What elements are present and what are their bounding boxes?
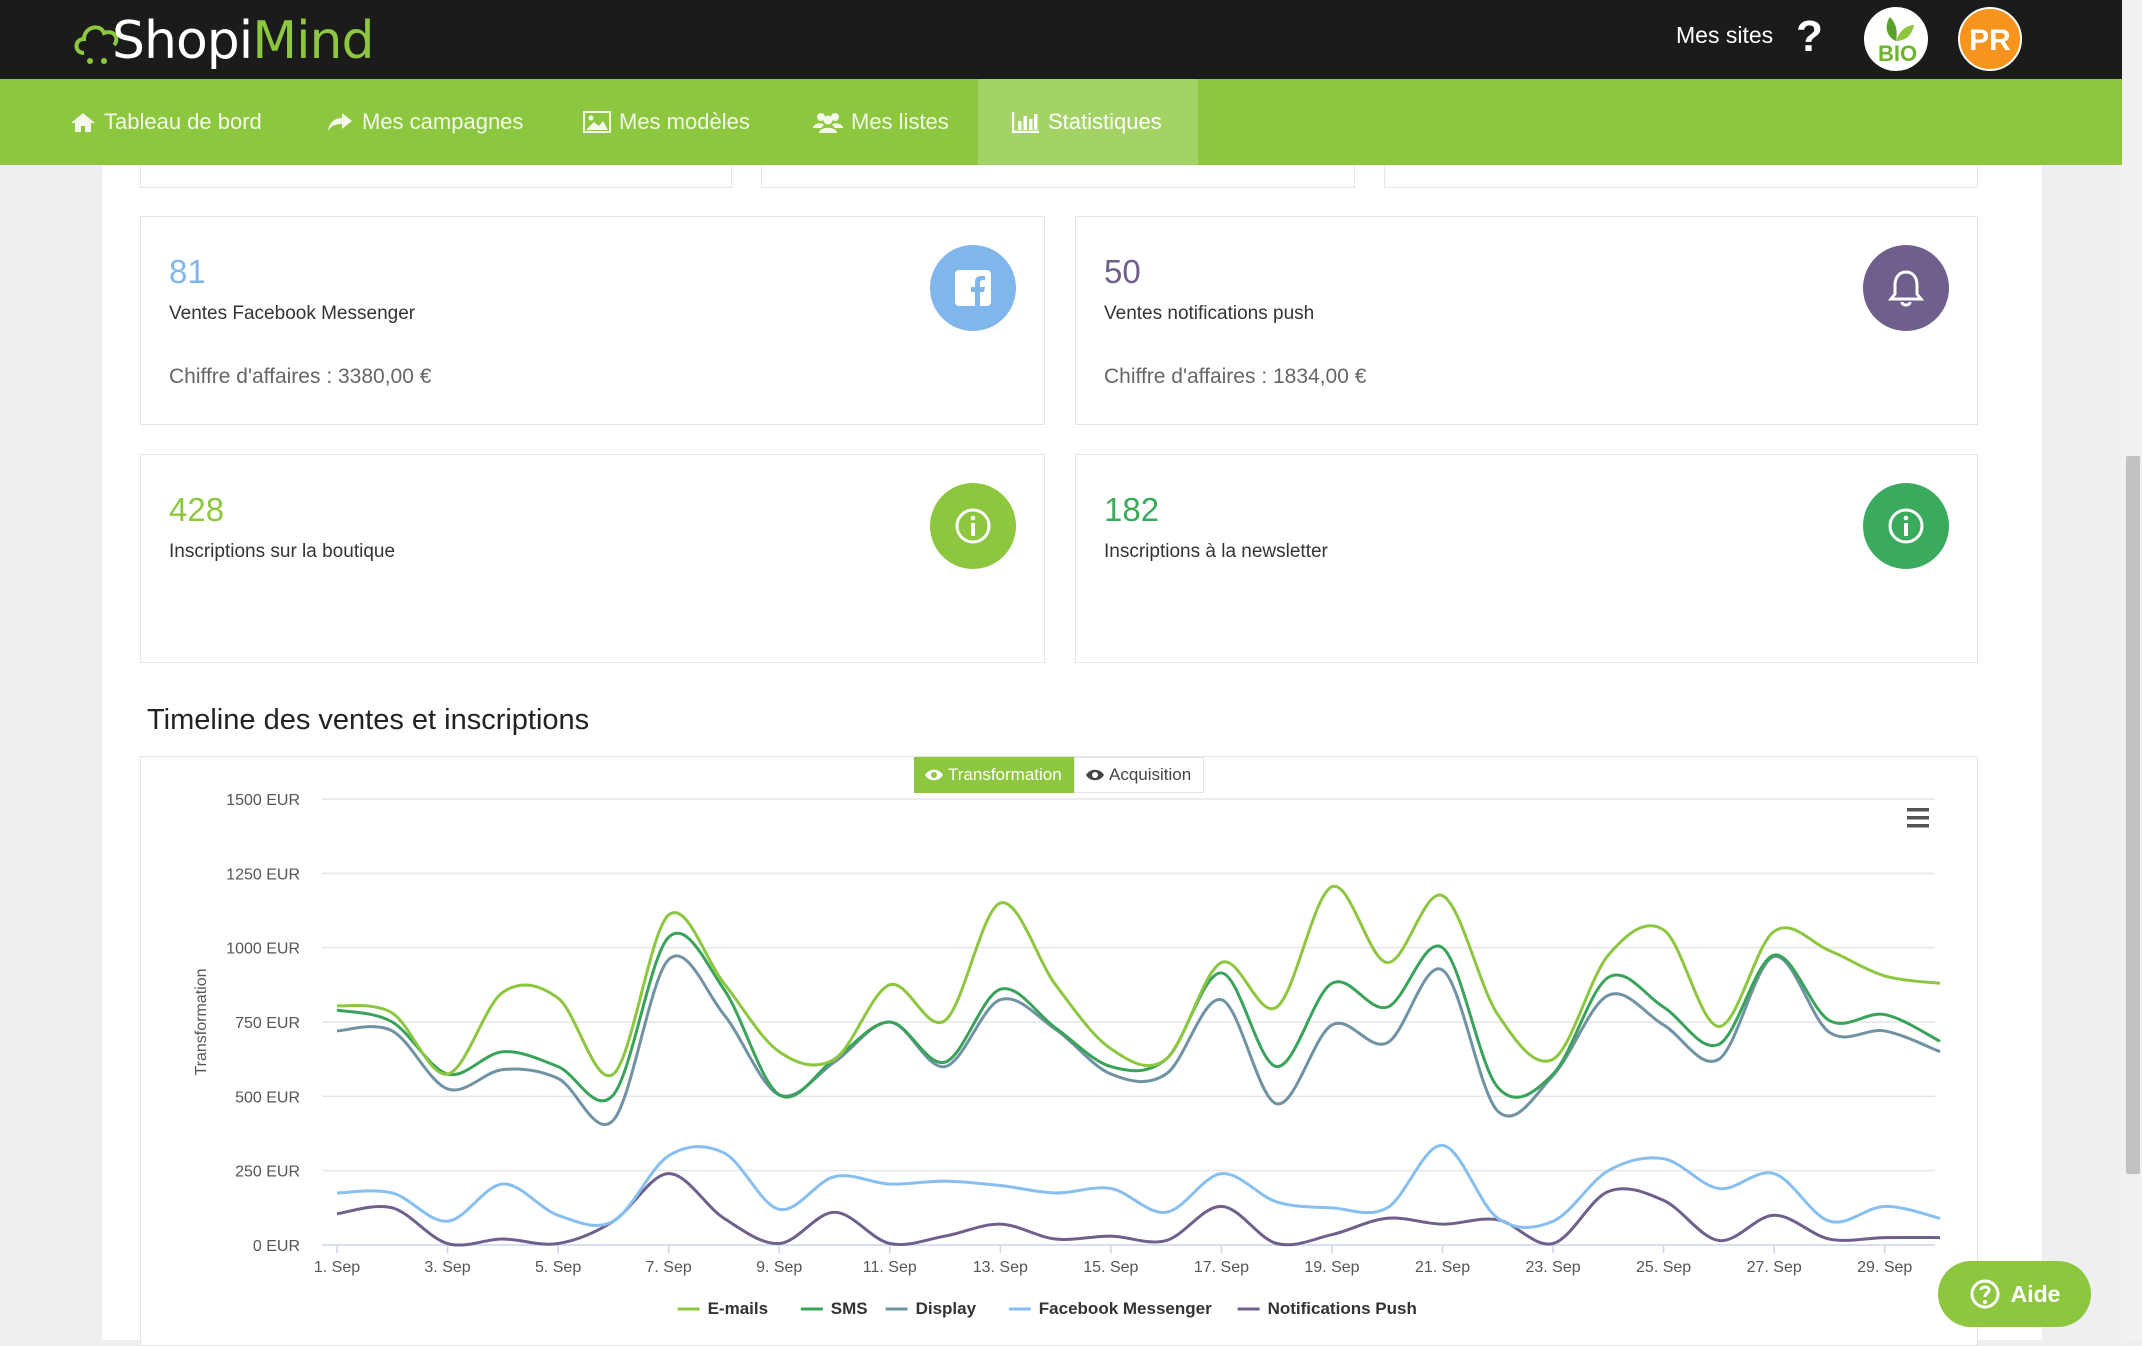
shopimind-logo[interactable]: ShopiMind [70, 6, 375, 76]
transformation-toggle[interactable]: Transformation [914, 757, 1074, 793]
info-icon [1863, 483, 1949, 569]
y-tick-label: 0 EUR [253, 1238, 300, 1255]
y-tick-label: 250 EUR [235, 1164, 300, 1181]
toggle-label: Transformation [948, 765, 1062, 784]
card-stub [761, 165, 1355, 188]
legend-label: Display [916, 1299, 977, 1318]
mes-sites-link[interactable]: Mes sites [1676, 22, 1774, 48]
stat-label: Ventes notifications push [1104, 303, 1315, 324]
x-tick-label: 1. Sep [314, 1259, 360, 1276]
stat-label: Inscriptions sur la boutique [169, 541, 396, 562]
stat-label: Ventes Facebook Messenger [169, 303, 416, 324]
x-tick-label: 9. Sep [756, 1259, 802, 1276]
section-title: Timeline des ventes et inscriptions [147, 704, 590, 736]
x-tick-label: 17. Sep [1194, 1259, 1249, 1276]
x-tick-label: 27. Sep [1747, 1259, 1802, 1276]
y-tick-label: 1000 EUR [226, 941, 300, 958]
x-tick-label: 25. Sep [1636, 1259, 1691, 1276]
card-stub [140, 165, 732, 188]
nav-item-mes-modeles[interactable]: Mes modèles [583, 79, 750, 165]
scrollbar-thumb[interactable] [2126, 456, 2140, 1174]
stat-revenue: Chiffre d'affaires : 3380,00 € [169, 365, 432, 388]
stat-number: 428 [169, 491, 225, 528]
leaf-icon [1886, 17, 1914, 41]
series-line-notifications-push [336, 1172, 1941, 1247]
site-avatar[interactable]: BIO [1864, 7, 1928, 71]
logo-text: ShopiMind [112, 11, 375, 71]
x-tick-label: 21. Sep [1415, 1259, 1470, 1276]
stat-card-facebook: 81 Ventes Facebook Messenger Chiffre d'a… [140, 216, 1045, 425]
nav-label: Mes modèles [619, 109, 750, 134]
stat-label: Inscriptions à la newsletter [1104, 541, 1328, 562]
legend-label: E-mails [708, 1299, 768, 1318]
stat-card-newsletter: 182 Inscriptions à la newsletter [1075, 454, 1978, 663]
nav-label: Tableau de bord [104, 109, 262, 134]
bell-icon [1863, 245, 1949, 331]
series-line-sms [336, 931, 1941, 1103]
y-axis-title: Transformation [193, 969, 210, 1076]
bio-badge-text: BIO [1878, 41, 1918, 66]
aide-label: Aide [2010, 1280, 2061, 1307]
eye-icon [925, 769, 943, 781]
info-icon [930, 483, 1016, 569]
stat-card-boutique: 428 Inscriptions sur la boutique [140, 454, 1045, 663]
stat-number: 182 [1104, 491, 1160, 528]
y-tick-label: 500 EUR [235, 1089, 300, 1106]
eye-icon [1086, 769, 1104, 781]
x-tick-label: 5. Sep [535, 1259, 581, 1276]
x-tick-label: 11. Sep [863, 1259, 917, 1276]
bar-chart-icon [1012, 112, 1039, 133]
x-tick-label: 7. Sep [646, 1259, 692, 1276]
stat-number: 50 [1104, 253, 1141, 290]
series-line-facebook-messenger [336, 1143, 1941, 1229]
stat-revenue: Chiffre d'affaires : 1834,00 € [1104, 365, 1367, 388]
legend-label: Facebook Messenger [1039, 1299, 1212, 1318]
users-icon [813, 113, 843, 133]
x-tick-label: 29. Sep [1857, 1259, 1912, 1276]
aide-button[interactable]: Aide [1938, 1261, 2091, 1327]
nav-item-tableau-de-bord[interactable]: Tableau de bord [70, 79, 262, 165]
legend-label: SMS [831, 1299, 868, 1318]
x-tick-label: 3. Sep [424, 1259, 470, 1276]
help-icon[interactable]: ? [1796, 12, 1823, 61]
x-tick-label: 13. Sep [973, 1259, 1028, 1276]
user-avatar[interactable]: PR [1958, 7, 2022, 71]
image-icon [583, 111, 611, 133]
timeline-chart: 0 EUR 250 EUR 500 EUR 750 EUR 1000 EUR 1250 E… [193, 792, 1941, 1318]
nav-label: Mes listes [851, 109, 949, 134]
nav-item-mes-listes[interactable]: Mes listes [813, 79, 949, 165]
nav-item-statistiques[interactable]: Statistiques [978, 79, 1198, 165]
nav-item-mes-campagnes[interactable]: Mes campagnes [326, 79, 523, 165]
nav-label: Statistiques [1048, 109, 1162, 134]
y-tick-label: 1250 EUR [226, 866, 300, 883]
x-tick-label: 15. Sep [1083, 1259, 1138, 1276]
export-menu-icon[interactable] [1907, 808, 1929, 828]
toggle-label: Acquisition [1109, 765, 1192, 784]
y-tick-label: 750 EUR [235, 1015, 300, 1032]
x-tick-label: 19. Sep [1304, 1259, 1359, 1276]
question-circle-icon [1970, 1279, 2000, 1309]
acquisition-toggle[interactable]: Acquisition [1074, 757, 1204, 793]
series-line-e-mails [336, 885, 1941, 1078]
series-line-display [336, 954, 1941, 1126]
top-bar: ShopiMind Mes sites ? BIO PR [0, 0, 2122, 79]
home-icon [71, 113, 95, 132]
facebook-icon [930, 245, 1016, 331]
nav-label: Mes campagnes [362, 109, 524, 134]
cloud-cart-icon [74, 25, 119, 64]
stat-card-push: 50 Ventes notifications push Chiffre d'a… [1075, 216, 1978, 425]
stat-number: 81 [169, 253, 206, 290]
legend-label: Notifications Push [1268, 1299, 1417, 1318]
main-nav: Tableau de bord Mes campagnes Mes modèle… [0, 79, 2122, 165]
card-stub [1384, 165, 1978, 188]
x-tick-label: 23. Sep [1525, 1259, 1580, 1276]
y-tick-label: 1500 EUR [226, 792, 300, 809]
share-arrow-icon [328, 113, 352, 131]
